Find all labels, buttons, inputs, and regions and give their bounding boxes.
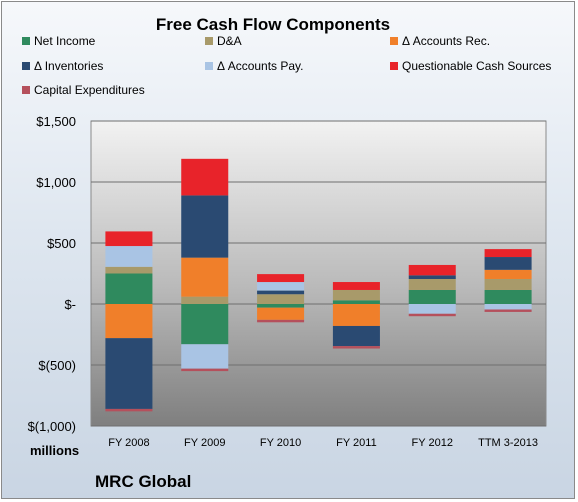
bar-segment-1-6 [181,368,229,372]
bar-segment-0-6 [105,408,153,412]
bar-segment-4-1 [408,278,456,290]
chart-title: Free Cash Flow Components [156,15,390,34]
bar-segment-1-2 [181,257,229,297]
bar-stacks [105,158,532,412]
bar-segment-2-6 [257,319,305,323]
bar-segment-3-5 [332,282,380,290]
bar-segment-4-5 [408,264,456,276]
legend-label-4: Δ Accounts Pay. [217,59,304,73]
bar-segment-2-4 [257,282,305,291]
bar-segment-5-3 [484,257,532,270]
bar-segment-1-4 [181,344,229,369]
bar-segment-4-6 [408,313,456,317]
x-category-label-0: FY 2008 [108,437,149,449]
bar-segment-1-3 [181,195,229,258]
bar-segment-1-1 [181,296,229,304]
legend-swatch-3 [22,62,30,70]
company-name: MRC Global [95,472,191,491]
legend-label-3: Δ Inventories [34,59,103,73]
bar-segment-5-4 [484,304,532,310]
bar-segment-2-2 [257,307,305,320]
bar-segment-3-3 [332,325,380,347]
bar-segment-1-5 [181,158,229,196]
x-category-label-4: FY 2012 [412,437,453,449]
bar-segment-5-6 [484,309,532,312]
chart-legend: Net Income D&A Δ Accounts Rec. Δ Inventorie… [22,34,551,97]
grid-lines [91,120,546,427]
bar-segment-3-6 [332,346,380,349]
legend-label-0: Net Income [34,34,96,48]
legend-swatch-6 [22,86,30,94]
legend-swatch-4 [205,62,213,70]
bar-segment-1-0 [181,304,229,345]
bar-segment-0-4 [105,246,153,267]
y-axis-ticks: $(1,000) $(500) $- $500 $1,000 $1,500 [28,114,76,434]
y-tick-label-1: $(500) [38,358,76,373]
bar-segment-0-2 [105,304,153,339]
bar-segment-2-1 [257,294,305,304]
bar-segment-4-0 [408,289,456,304]
legend-swatch-2 [390,37,398,45]
bar-segment-4-3 [408,275,456,279]
plot-area [90,120,547,427]
y-tick-label-3: $500 [47,236,76,251]
legend-swatch-1 [205,37,213,45]
bar-segment-2-3 [257,290,305,295]
bar-segment-2-0 [257,304,305,308]
x-category-label-2: FY 2010 [260,437,301,449]
legend-swatch-5 [390,62,398,70]
bar-segment-0-3 [105,338,153,409]
legend-label-1: D&A [217,34,242,48]
x-axis-categories: FY 2008 FY 2009 FY 2010 FY 2011 FY 2012 TTM 3… [108,437,538,449]
bar-segment-3-1 [332,289,380,301]
bar-segment-5-5 [484,249,532,258]
legend-swatch-0 [22,37,30,45]
x-category-label-5: TTM 3-2013 [478,437,538,449]
x-category-label-3: FY 2011 [336,437,377,449]
y-tick-label-0: $(1,000) [28,419,76,434]
y-tick-label-5: $1,500 [36,114,76,129]
unit-label: millions [30,443,79,458]
bar-segment-2-5 [257,274,305,283]
bar-segment-4-4 [408,304,456,314]
legend-label-5: Questionable Cash Sources [402,59,551,73]
bar-segment-5-1 [484,278,532,290]
bar-segment-0-1 [105,266,153,274]
bar-segment-3-0 [332,300,380,304]
legend-label-2: Δ Accounts Rec. [402,34,490,48]
bar-segment-5-0 [484,289,532,304]
x-category-label-1: FY 2009 [184,437,225,449]
bar-segment-0-0 [105,273,153,304]
y-tick-label-4: $1,000 [36,175,76,190]
y-tick-label-2: $- [64,297,76,312]
bar-segment-5-2 [484,269,532,279]
bar-segment-0-5 [105,231,153,247]
legend-label-6: Capital Expenditures [34,83,145,97]
bar-segment-3-2 [332,304,380,326]
